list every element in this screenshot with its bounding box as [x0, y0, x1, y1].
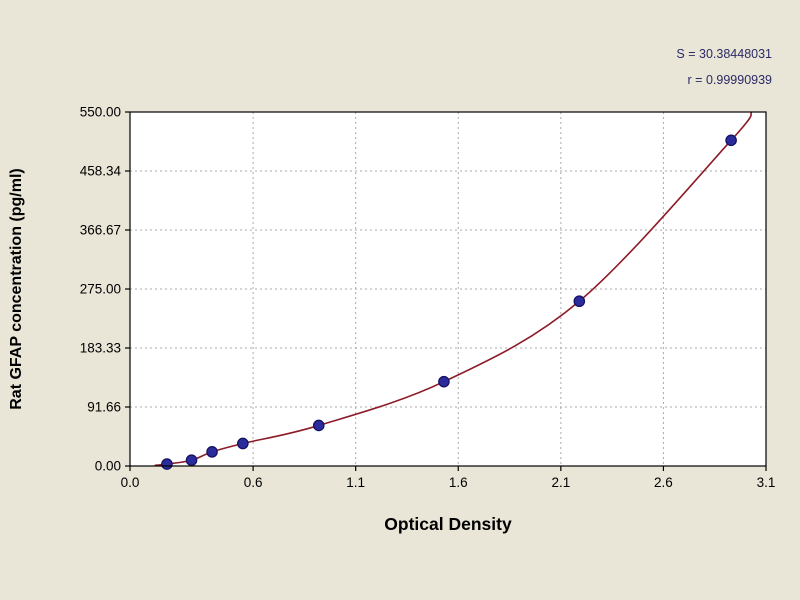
data-point	[161, 458, 173, 470]
tick-labels: 0.0 0.6 1.1 1.6 2.1 2.6 3.1 0.00 91.66 183.33 275.…	[80, 105, 776, 491]
x-tick-label: 2.1	[551, 475, 570, 490]
x-tick-label: 3.1	[757, 475, 776, 490]
x-tick-label: 0.0	[121, 475, 140, 490]
y-tick-label: 458.34	[80, 164, 122, 179]
data-point	[206, 446, 218, 458]
y-tick-label: 0.00	[95, 459, 121, 474]
y-tick-label: 275.00	[80, 282, 121, 297]
x-tick-label: 0.6	[244, 475, 263, 490]
x-tick-label: 1.6	[449, 475, 468, 490]
data-point	[573, 295, 586, 308]
grid-lines	[130, 112, 766, 466]
x-tick-label: 1.1	[346, 475, 365, 490]
fit-statistic-s: S = 30.38448031	[676, 47, 772, 61]
data-point	[185, 454, 198, 467]
y-tick-label: 91.66	[87, 400, 121, 415]
y-tick-label: 550.00	[80, 105, 121, 120]
x-axis-title: Optical Density	[384, 514, 512, 534]
data-point	[438, 375, 450, 388]
axis-ticks	[125, 111, 767, 471]
y-axis-title: Rat GFAP concentration (pg/ml)	[8, 168, 25, 410]
data-point	[312, 419, 325, 432]
y-tick-label: 183.33	[80, 341, 121, 356]
data-point	[237, 437, 249, 450]
fit-statistic-r: r = 0.99990939	[688, 73, 772, 87]
x-tick-label: 2.6	[654, 475, 673, 490]
data-points	[161, 134, 737, 470]
data-point	[725, 134, 737, 147]
y-tick-label: 366.67	[80, 223, 121, 238]
